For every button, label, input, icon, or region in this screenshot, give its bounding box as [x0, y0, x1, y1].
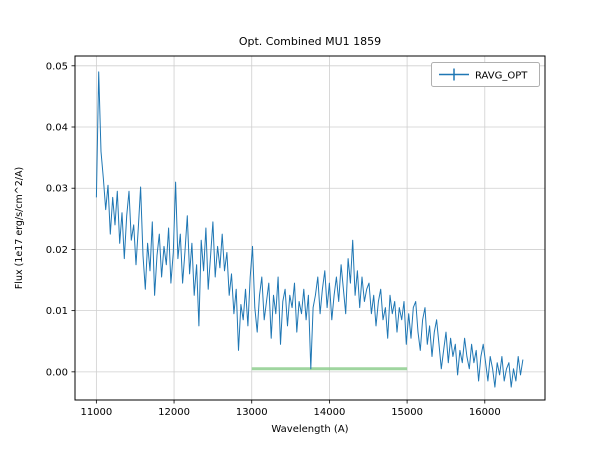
x-tick-label: 12000 — [158, 407, 190, 418]
y-tick-label: 0.01 — [46, 306, 68, 317]
x-tick-label: 16000 — [469, 407, 501, 418]
y-tick-label: 0.00 — [46, 367, 68, 378]
spectrum-line — [95, 71, 524, 388]
axes-frame — [74, 55, 546, 401]
x-axis-label: Wavelength (A) — [271, 424, 348, 435]
y-tick-label: 0.02 — [46, 245, 68, 256]
legend-label: RAVG_OPT — [475, 71, 528, 82]
x-tick-label: 15000 — [391, 407, 423, 418]
x-tick-label: 13000 — [236, 407, 268, 418]
y-tick-label: 0.04 — [46, 123, 68, 134]
legend-box — [431, 62, 540, 87]
y-tick-label: 0.05 — [46, 61, 68, 72]
y-tick-label: 0.03 — [46, 184, 68, 195]
y-axis-label: Flux (1e17 erg/s/cm^2/A) — [14, 167, 25, 289]
x-tick-label: 14000 — [314, 407, 346, 418]
chart-title: Opt. Combined MU1 1859 — [239, 35, 381, 48]
legend: RAVG_OPT — [431, 62, 540, 87]
x-tick-label: 11000 — [80, 407, 112, 418]
